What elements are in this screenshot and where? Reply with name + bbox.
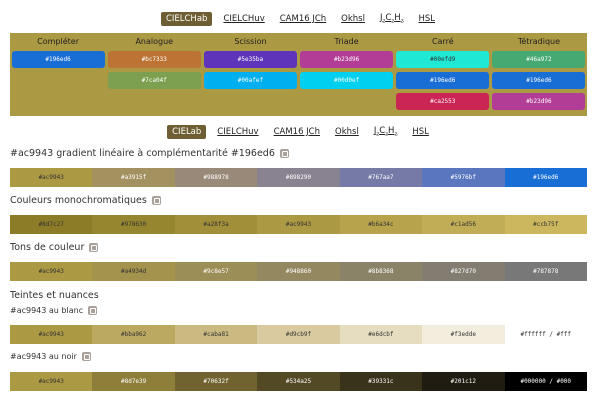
color-swatch[interactable]: #d9cb9f <box>257 325 340 344</box>
tab-cielchuv[interactable]: CIELCHuv <box>217 126 259 137</box>
color-swatch[interactable]: #39331c <box>339 372 423 391</box>
color-swatch[interactable]: #c1ad56 <box>422 215 505 234</box>
color-swatch[interactable]: #948860 <box>257 262 340 281</box>
tab-okhsl[interactable]: Okhsl <box>335 126 359 137</box>
harmony-heading: Scission <box>234 37 267 46</box>
harmony-swatch[interactable]: #00d0ef <box>300 72 394 89</box>
to-white-title-text: #ac9943 au blanc <box>10 306 84 315</box>
harmony-column: Carré #00efd9 #196ed6 #ca2553 <box>395 33 491 116</box>
gradient-title-text: #ac9943 gradient linéaire à complémentar… <box>10 148 275 159</box>
color-swatch[interactable]: #988978 <box>174 168 258 187</box>
to-white-title: #ac9943 au blanc <box>10 306 98 315</box>
tab-jzczhz[interactable]: JzCzHz <box>373 126 398 138</box>
harmony-column: Compléter #196ed6 <box>10 33 106 116</box>
color-swatch[interactable]: #ac9943 <box>10 372 93 391</box>
color-swatch[interactable]: #a28f3a <box>174 215 258 234</box>
harmony-swatch[interactable]: #00afef <box>203 72 297 89</box>
tab-hsl[interactable]: HSL <box>418 13 436 24</box>
copy-icon[interactable] <box>88 306 98 315</box>
tab-cielab[interactable]: CIELab <box>167 124 207 139</box>
harmony-swatch[interactable]: #ca2553 <box>396 93 490 110</box>
harmony-swatch[interactable]: #196ed6 <box>11 51 105 68</box>
harmony-column: Scission #5e35ba #00afef <box>202 33 298 116</box>
tints-shades-title-text: Teintes et nuances <box>10 290 99 301</box>
copy-icon[interactable] <box>89 243 99 252</box>
color-swatch[interactable]: #196ed6 <box>504 168 587 187</box>
color-swatch[interactable]: #ac9943 <box>10 262 93 281</box>
harmony-swatch[interactable]: #196ed6 <box>492 72 586 89</box>
harmony-heading: Triade <box>334 37 359 46</box>
color-swatch[interactable]: #8d7e39 <box>92 372 175 391</box>
color-swatch[interactable]: #534a25 <box>257 372 340 391</box>
color-swatch[interactable]: #ac9943 <box>10 168 93 187</box>
tones-title: Tons de couleur <box>10 242 99 253</box>
color-swatch[interactable]: #ac9943 <box>257 215 340 234</box>
gradient-title: #ac9943 gradient linéaire à complémentar… <box>10 148 289 159</box>
tab-hsl[interactable]: HSL <box>412 126 429 137</box>
color-swatch[interactable]: #8b8368 <box>339 262 423 281</box>
color-swatch[interactable]: #b6a34c <box>339 215 423 234</box>
to-white-strip: #ac9943 #bba962 #cabа81 #d9cb9f #e6dcbf #f3ed… <box>10 325 587 344</box>
color-swatch[interactable]: #cabа81 <box>174 325 258 344</box>
harmony-heading: Tétradique <box>517 37 561 46</box>
mono-title-text: Couleurs monochromatiques <box>10 195 147 206</box>
gradient-color-space-tabs: CIELab CIELCHuv CAM16 JCh Okhsl JzCzHz HSL <box>0 124 600 140</box>
tab-cam16-jch[interactable]: CAM16 JCh <box>273 126 321 137</box>
harmony-swatch[interactable]: #7ca04f <box>107 72 201 89</box>
top-color-space-tabs: CIELCHab CIELCHuv CAM16 JCh Okhsl JzCzHz HSL <box>0 11 600 27</box>
harmony-heading: Carré <box>431 37 454 46</box>
harmony-column: Triade #b23d96 #00d0ef <box>299 33 395 116</box>
gradient-strip: #ac9943 #a3915f #988978 #898290 #767aa7 #5976… <box>10 168 587 187</box>
color-swatch[interactable]: #70632f <box>174 372 258 391</box>
tab-jzczhz[interactable]: JzCzHz <box>379 13 404 25</box>
harmony-swatch[interactable]: #bc7333 <box>107 51 201 68</box>
harmony-swatch[interactable]: #196ed6 <box>396 72 490 89</box>
color-swatch[interactable]: #898290 <box>257 168 340 187</box>
color-swatch[interactable]: #000000 / #000 <box>504 372 587 391</box>
tones-strip: #ac9943 #a4934d #9c8e57 #948860 #8b8368 #827d… <box>10 262 587 281</box>
color-swatch[interactable]: #bba962 <box>92 325 175 344</box>
mono-title: Couleurs monochromatiques <box>10 195 161 206</box>
color-swatch[interactable]: #e6dcbf <box>339 325 423 344</box>
harmony-column: Tétradique #46a972 #196ed6 #b23d96 <box>491 33 587 116</box>
to-black-strip: #ac9943 #8d7e39 #70632f #534a25 #39331c #201c… <box>10 372 587 391</box>
copy-icon[interactable] <box>279 149 289 158</box>
color-swatch[interactable]: #8d7c27 <box>10 215 93 234</box>
color-swatch[interactable]: #ac9943 <box>10 325 93 344</box>
color-swatch[interactable]: #201c12 <box>422 372 505 391</box>
harmony-panel: Compléter #196ed6 Analogue #bc7333 #7ca04f Sc… <box>10 33 587 116</box>
color-swatch[interactable]: #978630 <box>92 215 175 234</box>
tab-okhsl[interactable]: Okhsl <box>341 13 365 24</box>
color-swatch[interactable]: #9c8e57 <box>174 262 258 281</box>
mono-strip: #8d7c27 #978630 #a28f3a #ac9943 #b6a34c #c1ad… <box>10 215 587 234</box>
harmony-swatch[interactable]: #b23d96 <box>492 93 586 110</box>
harmony-column: Analogue #bc7333 #7ca04f <box>106 33 202 116</box>
to-black-title: #ac9943 au noir <box>10 352 91 361</box>
color-swatch[interactable]: #ccb75f <box>504 215 587 234</box>
tints-shades-title: Teintes et nuances <box>10 290 99 301</box>
harmony-swatch[interactable]: #5e35ba <box>203 51 297 68</box>
color-swatch[interactable]: #5976bf <box>422 168 505 187</box>
color-swatch[interactable]: #827d70 <box>422 262 505 281</box>
tones-title-text: Tons de couleur <box>10 242 85 253</box>
tab-cielchuv[interactable]: CIELCHuv <box>223 13 265 24</box>
harmony-heading: Compléter <box>37 37 79 46</box>
harmony-heading: Analogue <box>135 37 174 46</box>
color-swatch[interactable]: #ffffff / #fff <box>504 325 587 344</box>
harmony-swatch[interactable]: #46a972 <box>492 51 586 68</box>
harmony-swatch[interactable]: #00efd9 <box>396 51 490 68</box>
color-swatch[interactable]: #a3915f <box>92 168 175 187</box>
copy-icon[interactable] <box>81 352 91 361</box>
tab-cam16-jch[interactable]: CAM16 JCh <box>279 13 327 24</box>
to-black-title-text: #ac9943 au noir <box>10 352 77 361</box>
color-swatch[interactable]: #767aa7 <box>339 168 423 187</box>
harmony-swatch[interactable]: #b23d96 <box>300 51 394 68</box>
copy-icon[interactable] <box>151 196 161 205</box>
tab-cielchab[interactable]: CIELCHab <box>160 11 213 26</box>
color-swatch[interactable]: #f3edde <box>422 325 505 344</box>
color-swatch[interactable]: #787878 <box>504 262 587 281</box>
color-swatch[interactable]: #a4934d <box>92 262 175 281</box>
